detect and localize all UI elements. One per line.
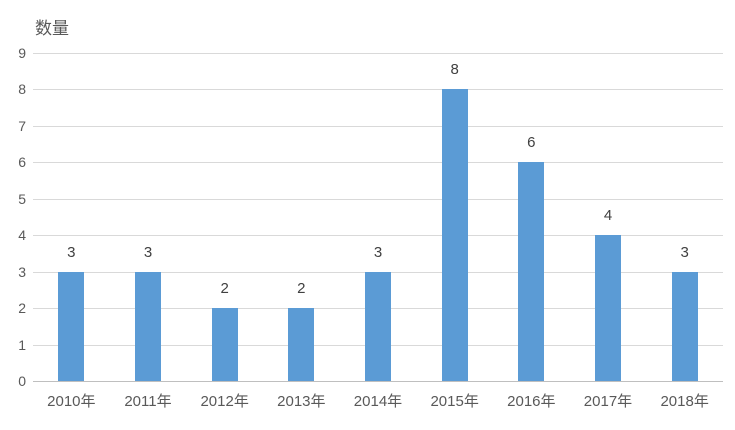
data-label: 3 <box>680 243 689 261</box>
x-tick-label: 2012年 <box>200 393 249 410</box>
data-label: 2 <box>297 280 306 298</box>
y-tick-label: 0 <box>18 373 26 389</box>
bar-2010年 <box>58 271 85 381</box>
x-tick-label: 2017年 <box>583 393 633 410</box>
gridline <box>33 235 723 237</box>
x-axis-line <box>33 381 723 382</box>
data-label: 3 <box>143 243 153 261</box>
x-tick-label: 2014年 <box>353 393 403 410</box>
bar-2014年 <box>365 271 391 381</box>
x-tick-label: 2016年 <box>507 393 556 410</box>
bar-2015年 <box>441 89 468 381</box>
bar-2011年 <box>135 271 161 381</box>
bar-2012年 <box>211 308 238 381</box>
y-tick-label: 2 <box>18 300 26 317</box>
gridline <box>33 125 723 127</box>
gridline <box>33 198 723 200</box>
y-tick-label: 1 <box>18 336 26 353</box>
gridline <box>33 162 723 164</box>
data-label: 2 <box>220 280 229 298</box>
y-tick-label: 8 <box>18 81 26 98</box>
bar-2018年 <box>671 271 698 381</box>
data-label: 4 <box>603 207 613 225</box>
data-label: 8 <box>450 61 459 79</box>
y-tick-label: 9 <box>18 45 26 61</box>
plot-area: 0 1 2 3 4 5 6 7 8 9 3 2010年 3 2011年 2 2012年 2 2013年 3 2014年… <box>18 46 723 410</box>
chart-title: 数量 <box>35 19 69 38</box>
y-tick-label: 6 <box>18 154 26 171</box>
x-tick-label: 2015年 <box>430 393 479 410</box>
x-tick-label: 2010年 <box>47 393 96 410</box>
bar-2013年 <box>288 308 315 381</box>
y-tick-label: 7 <box>18 117 26 134</box>
x-tick-label: 2013年 <box>277 393 326 410</box>
bar-2016年 <box>518 162 545 381</box>
x-tick-label: 2018年 <box>660 393 709 410</box>
gridline <box>33 89 723 91</box>
y-tick-label: 4 <box>18 227 26 244</box>
bar-2017年 <box>595 235 621 381</box>
data-label: 3 <box>373 243 383 261</box>
y-tick-label: 5 <box>18 190 26 207</box>
data-label: 3 <box>67 243 76 261</box>
gridline <box>33 53 723 54</box>
y-tick-label: 3 <box>18 263 26 280</box>
data-label: 6 <box>527 134 536 152</box>
x-tick-label: 2011年 <box>124 393 172 410</box>
